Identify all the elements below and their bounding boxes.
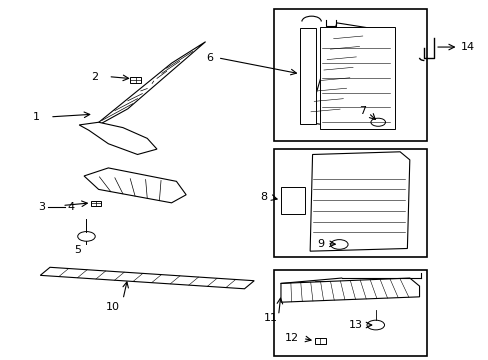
Text: 13: 13 bbox=[348, 320, 363, 330]
Text: 14: 14 bbox=[460, 42, 474, 52]
Circle shape bbox=[370, 118, 385, 126]
Bar bbox=[273, 149, 426, 257]
Bar bbox=[319, 27, 394, 129]
Circle shape bbox=[330, 240, 347, 249]
Polygon shape bbox=[84, 168, 186, 203]
Text: 1: 1 bbox=[33, 112, 40, 122]
Bar bbox=[130, 77, 141, 83]
Bar bbox=[281, 187, 305, 213]
Polygon shape bbox=[309, 152, 409, 251]
Text: 2: 2 bbox=[91, 72, 99, 82]
Text: 11: 11 bbox=[263, 313, 277, 323]
Circle shape bbox=[366, 320, 384, 330]
Polygon shape bbox=[40, 267, 254, 289]
Text: 9: 9 bbox=[317, 239, 324, 249]
Bar bbox=[91, 201, 101, 206]
Polygon shape bbox=[307, 23, 370, 128]
Text: 4: 4 bbox=[67, 202, 74, 212]
Bar bbox=[300, 28, 315, 123]
Bar bbox=[273, 270, 426, 356]
Bar bbox=[314, 338, 325, 344]
Circle shape bbox=[78, 231, 95, 241]
Polygon shape bbox=[89, 42, 205, 130]
Polygon shape bbox=[281, 278, 419, 302]
Text: 7: 7 bbox=[358, 106, 366, 116]
Polygon shape bbox=[79, 122, 157, 154]
Text: 8: 8 bbox=[260, 193, 267, 202]
Text: 3: 3 bbox=[38, 202, 45, 212]
Text: 5: 5 bbox=[74, 245, 81, 255]
Text: 12: 12 bbox=[285, 333, 299, 343]
Text: 10: 10 bbox=[106, 302, 120, 312]
Bar bbox=[273, 9, 426, 141]
Text: 6: 6 bbox=[205, 53, 212, 63]
